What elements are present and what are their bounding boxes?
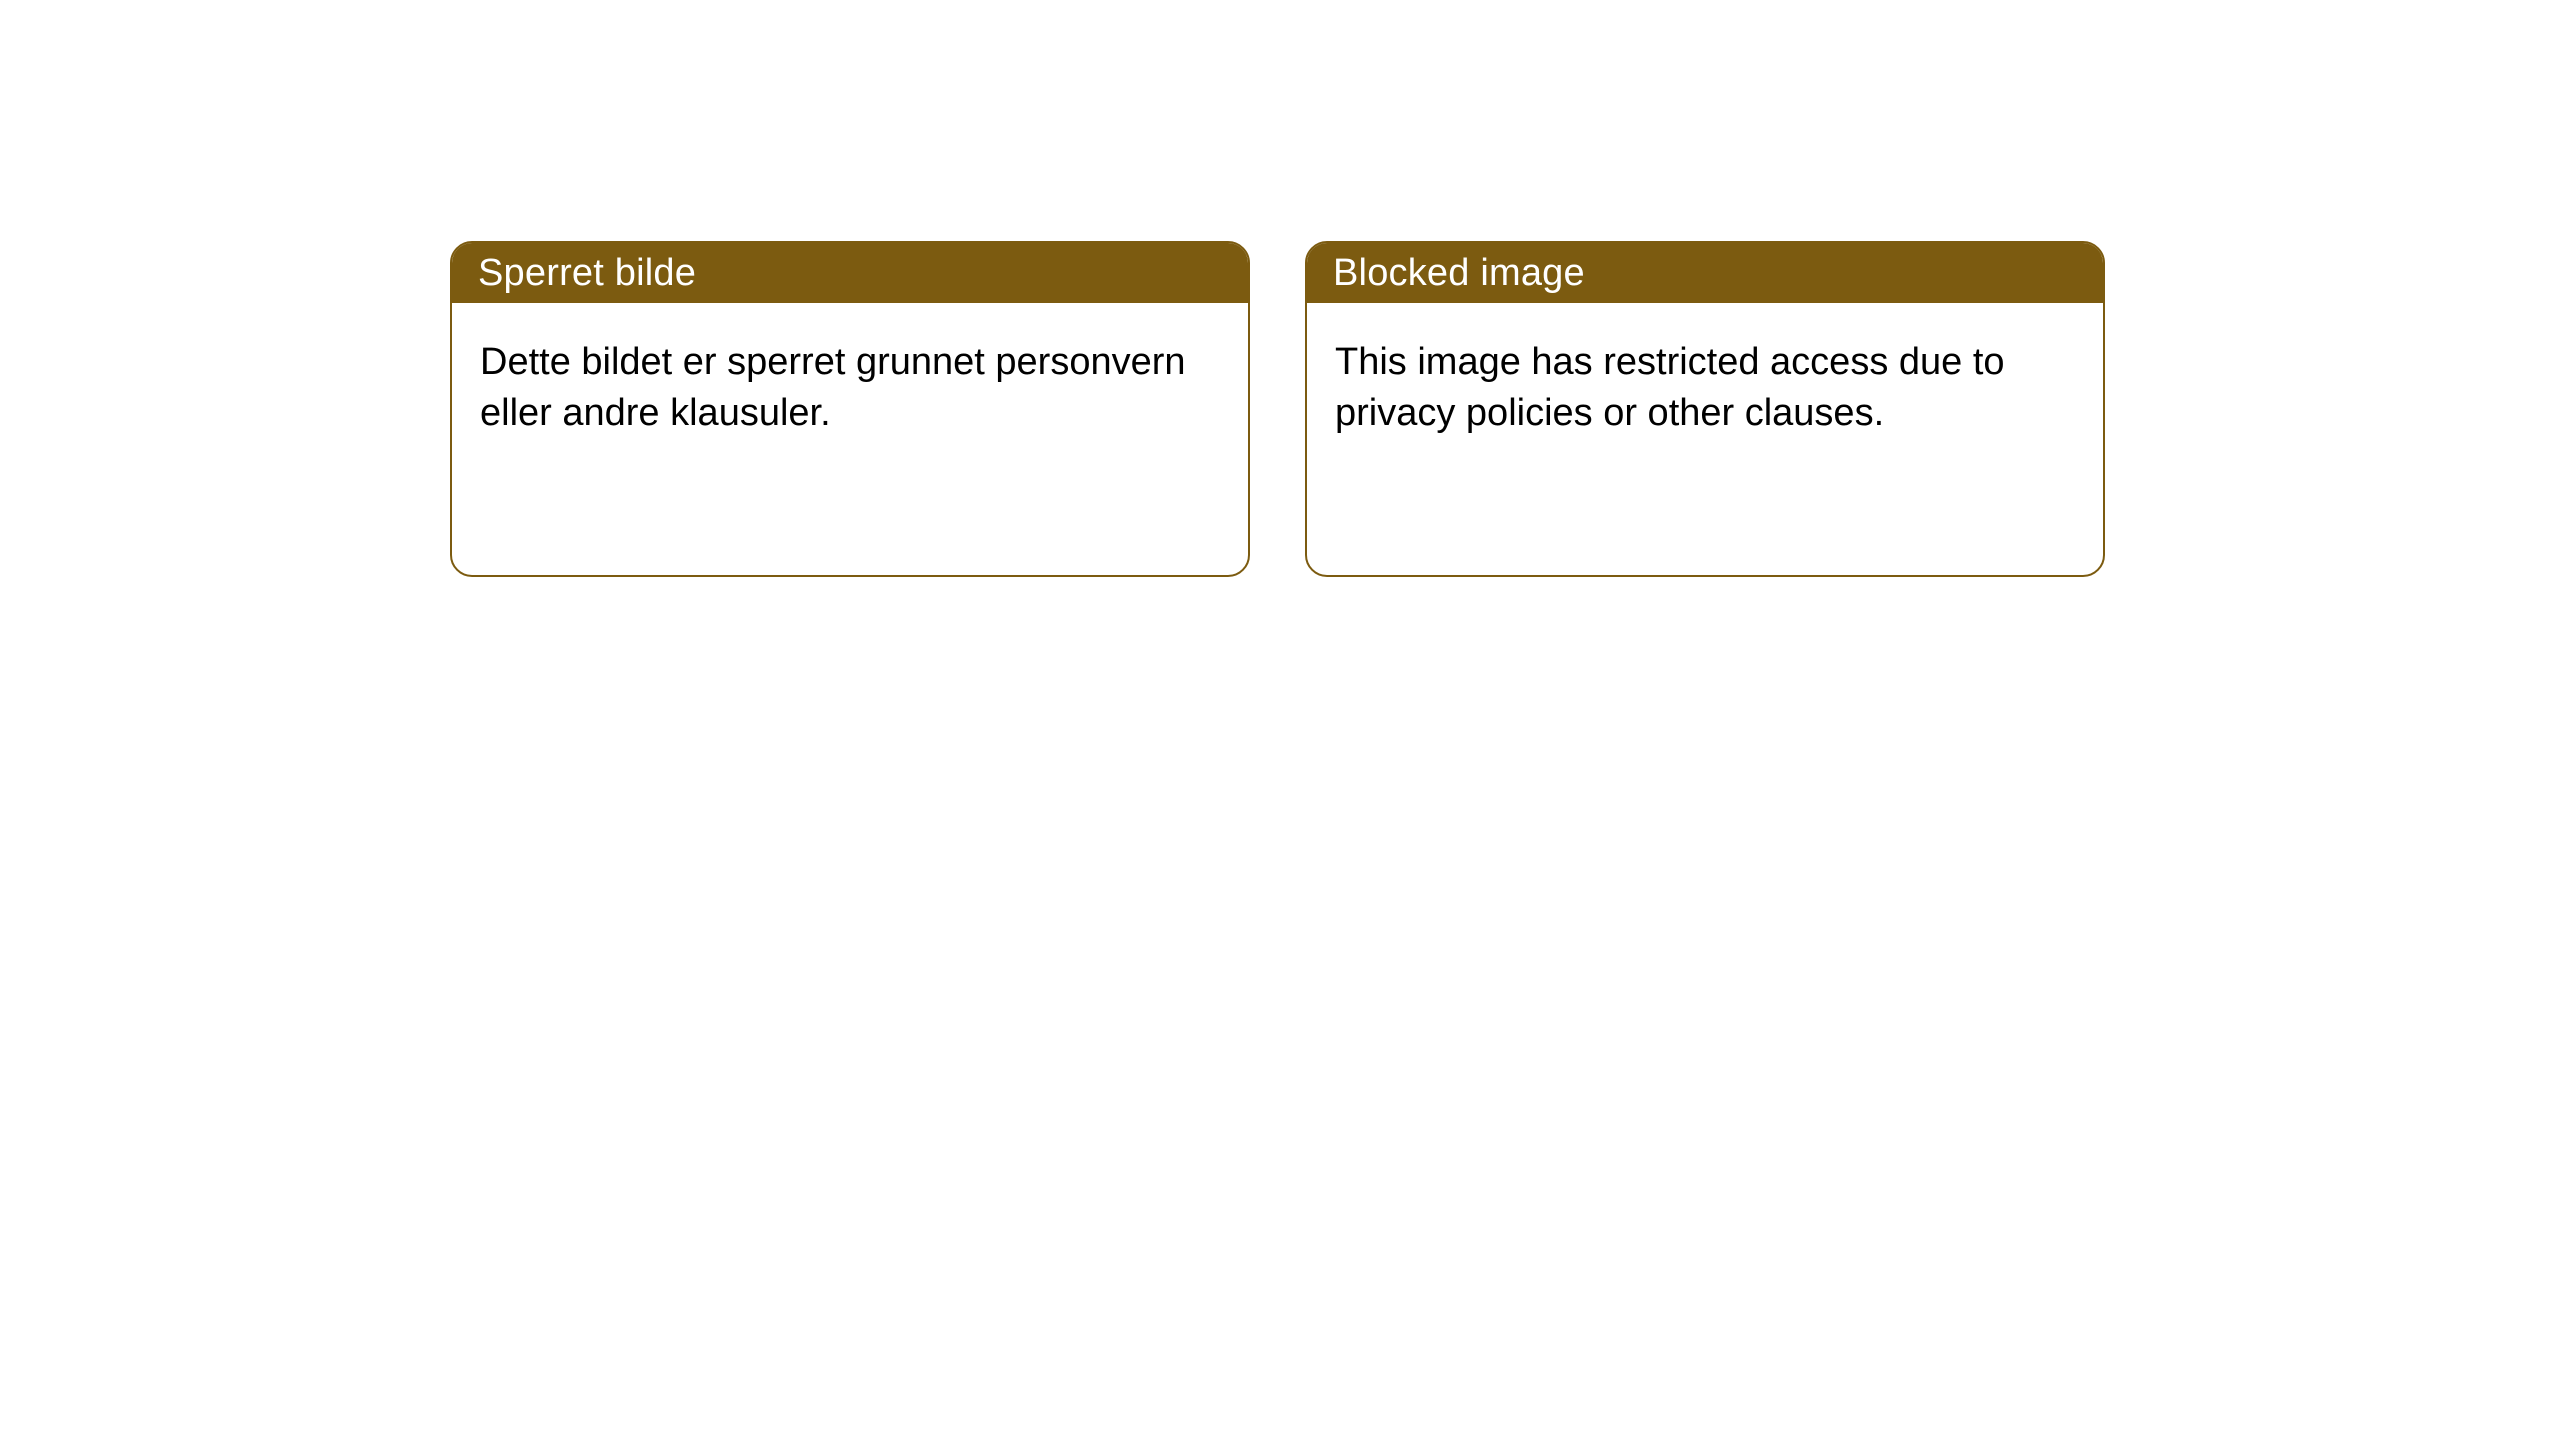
notice-card-norwegian: Sperret bilde Dette bildet er sperret gr… xyxy=(450,241,1250,577)
notice-body-english: This image has restricted access due to … xyxy=(1307,303,2103,575)
notice-header-english: Blocked image xyxy=(1307,243,2103,303)
notice-row: Sperret bilde Dette bildet er sperret gr… xyxy=(450,241,2105,577)
notice-card-english: Blocked image This image has restricted … xyxy=(1305,241,2105,577)
notice-body-norwegian: Dette bildet er sperret grunnet personve… xyxy=(452,303,1248,575)
notice-header-norwegian: Sperret bilde xyxy=(452,243,1248,303)
page: Sperret bilde Dette bildet er sperret gr… xyxy=(0,0,2560,1440)
